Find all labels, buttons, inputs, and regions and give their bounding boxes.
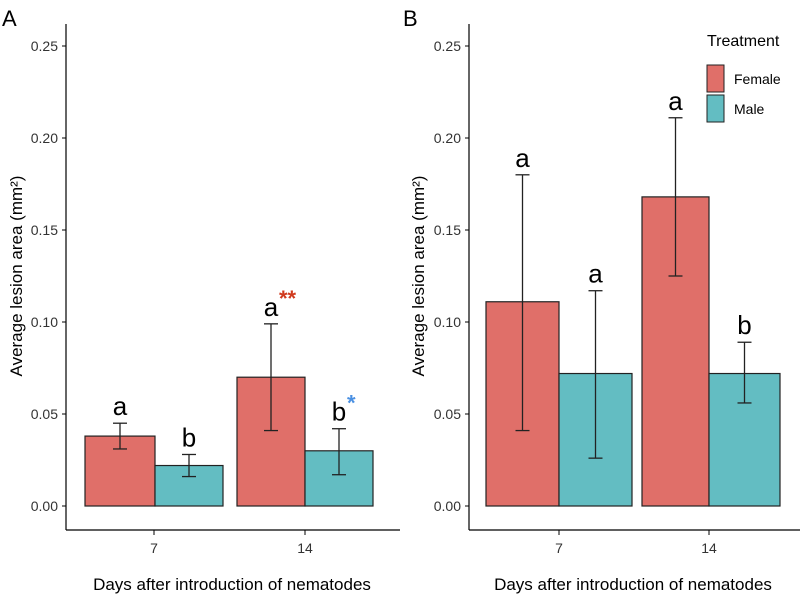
significance-letter: a [515, 143, 530, 173]
y-tick-label: 0.10 [434, 314, 461, 330]
legend-swatch-female [706, 64, 725, 93]
x-tick-label: 7 [555, 540, 563, 556]
panel-b: B 0.00 0.05 0.10 0.15 0.20 0.25 7 14 Days after i… [403, 6, 800, 594]
y-tick-label: 0.00 [434, 498, 461, 514]
x-tick-label: 14 [297, 540, 313, 556]
significance-stars: ** [279, 286, 297, 311]
y-tick-label: 0.20 [434, 130, 461, 146]
significance-letter: b [332, 397, 346, 427]
bar-male [154, 464, 224, 507]
legend: Treatment Female Male [706, 33, 781, 123]
legend-label: Male [734, 101, 765, 117]
y-tick-label: 0.15 [434, 222, 461, 238]
y-axis-title: Average lesion area (mm²) [409, 176, 428, 377]
x-tick-label: 7 [150, 540, 158, 556]
y-tick-label: 0.15 [31, 222, 58, 238]
y-tick-label: 0.10 [31, 314, 58, 330]
y-tick-label: 0.25 [434, 38, 461, 54]
significance-letter: a [588, 259, 603, 289]
panel-label: A [2, 6, 17, 31]
significance-letter: a [668, 86, 683, 116]
significance-letter: a [264, 292, 279, 322]
y-tick-label: 0.25 [31, 38, 58, 54]
x-axis-title: Days after introduction of nematodes [93, 575, 371, 594]
legend-swatch-male [706, 94, 725, 123]
panel-label: B [403, 6, 418, 31]
bar-female [641, 196, 710, 507]
significance-letter: a [113, 391, 128, 421]
x-tick-label: 14 [701, 540, 717, 556]
legend-label: Female [734, 71, 781, 87]
significance-letter: b [737, 310, 751, 340]
y-tick-label: 0.05 [434, 406, 461, 422]
y-axis-title: Average lesion area (mm²) [7, 176, 26, 377]
y-tick-label: 0.05 [31, 406, 58, 422]
panel-a: A 0.00 0.05 0.10 0.15 0.20 0.25 7 14 Days after i… [2, 6, 400, 594]
y-tick-label: 0.00 [31, 498, 58, 514]
x-axis-title: Days after introduction of nematodes [494, 575, 772, 594]
legend-title: Treatment [707, 33, 780, 50]
y-tick-label: 0.20 [31, 130, 58, 146]
significance-stars: * [347, 391, 356, 416]
significance-letter: b [182, 422, 196, 452]
